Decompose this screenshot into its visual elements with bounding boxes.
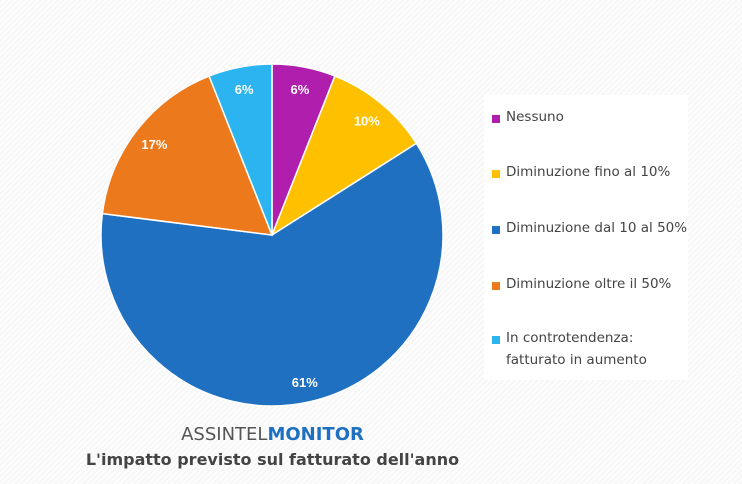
data-label: 10% [354, 113, 380, 128]
legend-item: Diminuzione oltre il 50% [492, 276, 671, 295]
pie-slice [208, 63, 273, 236]
chart-title: L'impatto previsto sul fatturato dell'an… [85, 450, 460, 469]
legend-item: Diminuzione dal 10 al 50% [492, 220, 687, 239]
data-label: 6% [290, 82, 309, 97]
legend-label: Diminuzione dal 10 al 50% [506, 220, 688, 236]
legend-item: Nessuno [492, 109, 564, 128]
legend-label: Diminuzione oltre il 50% [506, 276, 672, 292]
brand-prefix: ASSINTEL [181, 424, 268, 445]
data-label: 17% [141, 137, 167, 152]
legend: Nessuno Diminuzione fino al 10% Diminuzion… [484, 95, 688, 380]
pie-slice [100, 142, 444, 407]
legend-label: In controtendenza: fatturato in aumento [506, 330, 647, 368]
legend-item: In controtendenza: fatturato in aumento [492, 330, 656, 371]
data-label: 6% [235, 82, 254, 97]
brand-logo: ASSINTELMONITOR [0, 424, 545, 445]
data-label: 61% [292, 375, 318, 390]
legend-item: Diminuzione fino al 10% [492, 164, 670, 183]
legend-swatch [492, 170, 500, 178]
legend-label: Nessuno [506, 109, 564, 125]
legend-swatch [492, 226, 500, 234]
pie-slice [101, 75, 274, 236]
legend-swatch [492, 336, 500, 344]
brand-suffix: MONITOR [267, 424, 364, 445]
pie-slice [270, 75, 418, 237]
legend-swatch [492, 115, 500, 123]
legend-label: Diminuzione fino al 10% [506, 164, 671, 180]
legend-swatch [492, 282, 500, 290]
